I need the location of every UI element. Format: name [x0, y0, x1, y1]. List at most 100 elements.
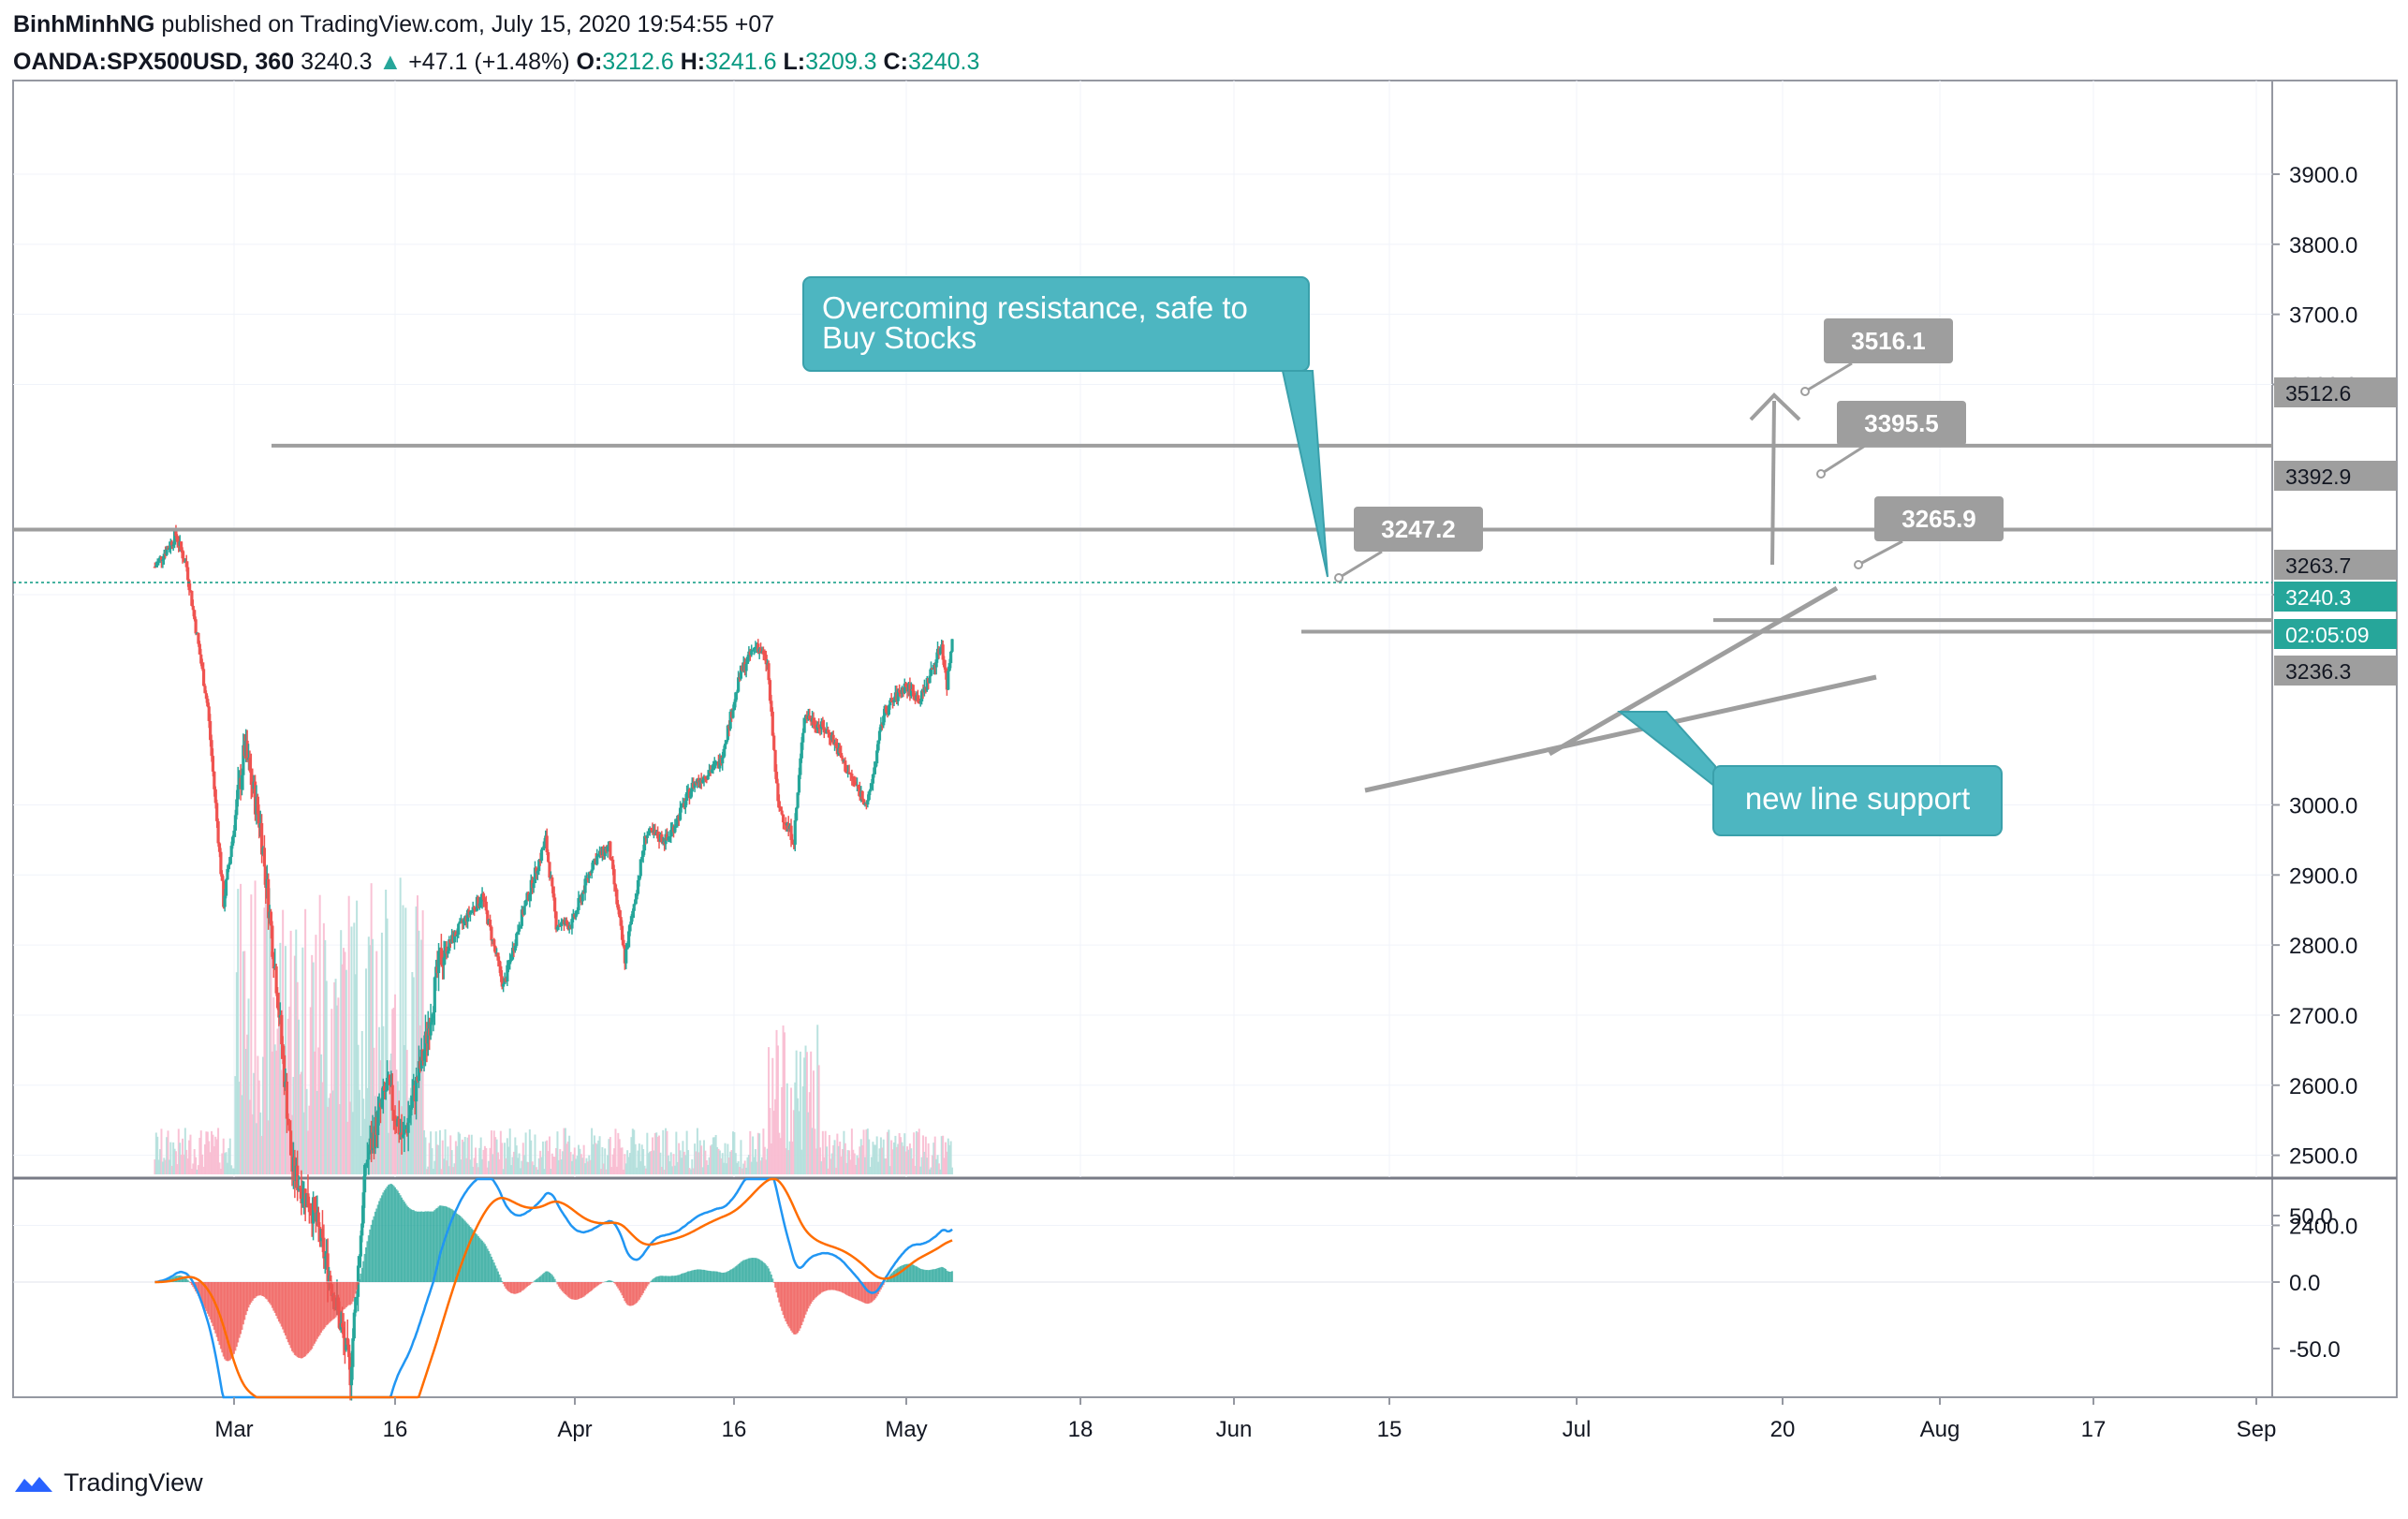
candle-body — [771, 711, 774, 736]
candle-body — [490, 926, 493, 941]
volume-bar — [196, 1169, 198, 1174]
candle-body — [320, 1229, 325, 1238]
candle-body — [289, 1130, 293, 1156]
volume-bar — [189, 1134, 192, 1174]
footer-brand[interactable]: TradingView — [64, 1468, 203, 1497]
volume-bar — [879, 1137, 882, 1174]
candle-body — [541, 848, 545, 850]
volume-bar — [807, 1112, 810, 1174]
candle-body — [781, 814, 786, 823]
candle-body — [410, 1097, 414, 1108]
volume-bar — [367, 936, 370, 1174]
volume-bar — [758, 1133, 761, 1174]
candle-body — [548, 862, 551, 878]
time-axis[interactable]: Mar 16 Apr 16 May 18 Jun 15 Jul 20 Aug 17 Sep — [214, 1397, 2276, 1442]
volume-bar — [634, 1143, 637, 1174]
volume-bar — [213, 1146, 215, 1174]
volume-bar — [613, 1148, 616, 1174]
candle-body — [355, 1296, 359, 1299]
candle-body — [631, 910, 635, 917]
candle-body — [455, 934, 459, 936]
candlestick-series — [153, 524, 954, 1401]
volume-bar — [518, 1153, 521, 1174]
close-value: 3240.3 — [907, 49, 980, 75]
volume-bar — [933, 1136, 936, 1174]
candle-body — [513, 945, 517, 951]
macd-y-tick-label: -50.0 — [2289, 1337, 2341, 1363]
price-label-box — [1824, 318, 1953, 363]
y-tick-label: 3800.0 — [2289, 233, 2357, 258]
volume-bar — [260, 1135, 263, 1174]
candle-body — [618, 909, 622, 918]
tradingview-logo-icon[interactable] — [11, 1469, 56, 1497]
volume-bar — [826, 1146, 829, 1174]
candle-body — [229, 846, 233, 858]
volume-bar — [481, 1158, 484, 1174]
volume-bar — [337, 997, 340, 1174]
volume-bar — [547, 1151, 550, 1174]
volume-bar — [306, 1130, 309, 1174]
volume-bar — [662, 1129, 665, 1174]
volume-bar — [316, 1090, 318, 1174]
candle-body — [947, 663, 951, 671]
volume-bar — [918, 1128, 920, 1174]
volume-bar — [734, 1153, 737, 1174]
candle-body — [700, 779, 705, 783]
volume-bar — [752, 1136, 755, 1174]
candle-body — [944, 667, 947, 673]
volume-bar — [275, 1050, 278, 1174]
volume-bar — [402, 905, 404, 1174]
y-tick-label: 2600.0 — [2289, 1074, 2357, 1099]
volume-bar — [761, 1157, 763, 1174]
symbol-name[interactable]: OANDA:SPX500USD, 360 — [13, 49, 295, 75]
callout-pointer — [1281, 370, 1329, 578]
candle-body — [624, 949, 628, 964]
candle-body — [452, 932, 457, 943]
volume-bar — [460, 1159, 463, 1174]
candle-body — [647, 833, 651, 835]
volume-bar — [898, 1132, 901, 1174]
volume-bar — [433, 1160, 436, 1174]
candle-body — [180, 541, 184, 551]
volume-bar — [321, 1082, 324, 1174]
candle-body — [422, 1051, 426, 1061]
volume-bar — [588, 1155, 591, 1174]
volume-bar — [942, 1135, 945, 1174]
x-tick-label: Apr — [557, 1417, 592, 1442]
volume-bar — [519, 1168, 521, 1174]
candle-body — [796, 792, 800, 808]
candle-body — [454, 932, 458, 936]
candle-body — [215, 803, 219, 821]
volume-bar — [315, 935, 317, 1174]
volume-bar — [665, 1128, 668, 1174]
candle-body — [591, 860, 595, 870]
volume-bar — [334, 979, 337, 1174]
volume-bar — [756, 1132, 759, 1174]
volume-bar — [356, 900, 359, 1174]
volume-bar — [338, 1104, 341, 1174]
volume-bar — [449, 1135, 452, 1174]
candle-body — [397, 1118, 401, 1135]
y-tick-label: 2700.0 — [2289, 1004, 2357, 1029]
candle-body — [904, 683, 908, 687]
volume-bar — [553, 1157, 556, 1174]
volume-bar — [882, 1139, 885, 1174]
candle-body — [267, 878, 271, 919]
candle-body — [496, 952, 500, 961]
candle-body — [367, 1152, 371, 1160]
volume-bar — [659, 1152, 662, 1174]
volume-bar — [746, 1157, 749, 1174]
candle-body — [619, 917, 623, 926]
volume-bar — [394, 994, 397, 1174]
volume-bar — [272, 996, 275, 1174]
author-name[interactable]: BinhMinhNG — [13, 11, 155, 37]
candle-body — [385, 1077, 389, 1091]
candle-body — [770, 701, 773, 712]
price-axis[interactable]: 3900.03800.03700.03600.03300.03000.02900… — [2272, 163, 2357, 1363]
volume-bar — [365, 968, 367, 1174]
volume-bar — [300, 1071, 302, 1174]
candle-body — [941, 644, 945, 660]
candle-body — [430, 1018, 434, 1023]
volume-bar — [528, 1128, 531, 1174]
